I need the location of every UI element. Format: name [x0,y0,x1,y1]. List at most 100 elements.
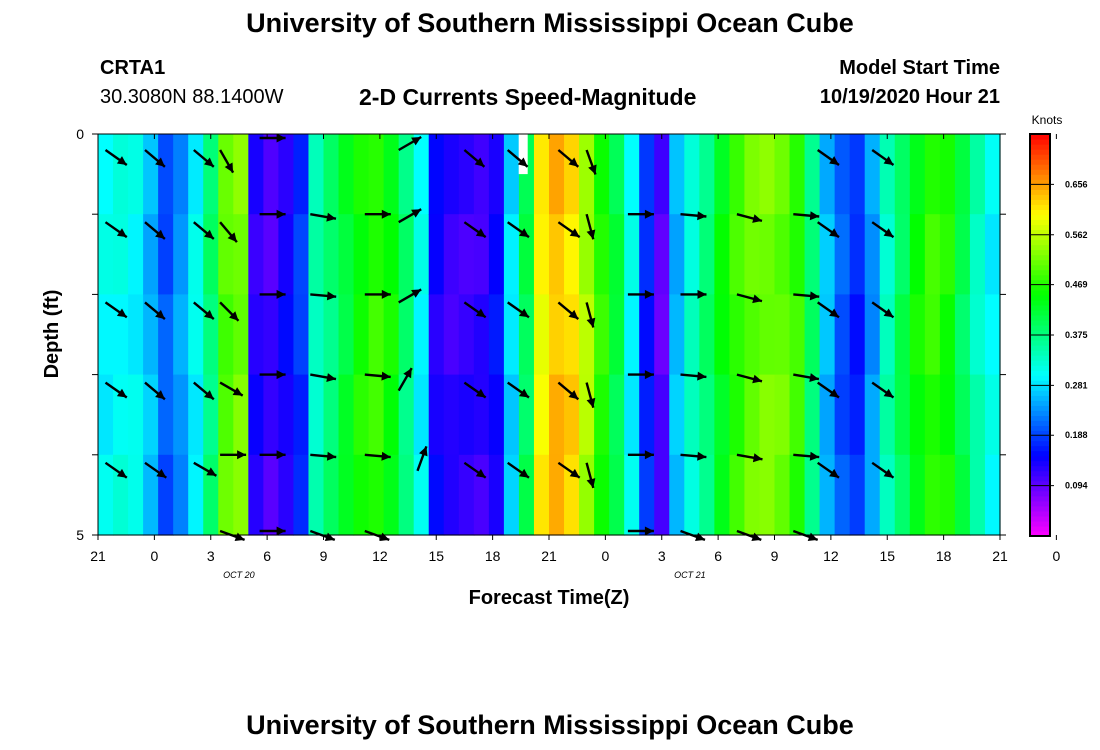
heatmap-cell [759,134,776,215]
heatmap-cell [383,374,400,456]
colorbar-swatch [1030,505,1050,512]
heatmap-cell [909,294,926,376]
heatmap-cell [278,294,295,376]
colorbar-swatch [1030,360,1050,366]
heatmap-cell [398,454,415,536]
current-vector-head [206,467,217,476]
heatmap-cell [624,134,640,215]
current-vector-head [809,451,820,461]
current-vector-head [276,209,286,219]
current-vector-head [519,468,529,478]
heatmap-cell [774,374,791,456]
current-vector [259,370,286,380]
current-vector-head [276,370,286,380]
heatmap-cell [879,214,896,295]
current-vector-head [586,229,596,240]
current-vector [557,301,580,321]
current-vector-head [155,157,165,167]
heatmap-cell [368,214,385,295]
heatmap-cell [473,454,490,536]
heatmap-cell [218,134,234,215]
heatmap-cell [503,134,520,215]
x-tick-label: 15 [428,548,444,564]
x-tick-label: 12 [823,548,839,564]
current-vector [193,461,217,477]
colorbar-tick-label: 0.562 [1065,230,1088,240]
x-tick-label: 18 [485,548,501,564]
heatmap-cell [158,134,174,215]
heatmap-cell [729,134,746,215]
colorbar-swatch [1030,199,1050,205]
page-title: University of Southern Mississippi Ocean… [246,8,854,38]
heatmap-cell [639,214,655,295]
current-vector [627,370,654,380]
current-vector [416,445,428,472]
current-vector-head [474,157,485,167]
current-vector-head [116,156,127,165]
current-vector-head [829,388,839,398]
heatmap-cell [188,134,204,215]
heatmap-cell [609,454,625,536]
heatmap-cell [789,214,806,295]
colorbar-swatch [1030,229,1050,236]
current-vector-head [809,373,819,382]
current-vector [557,461,581,479]
colorbar: 0.094 0.188 0.281 0.375 0.469 0.562 0.656 [1029,133,1088,537]
heatmap-cell [819,134,836,215]
heatmap-cell [368,294,385,376]
heatmap-cell [894,294,911,376]
current-vector-head [155,309,165,320]
x-tick-label: 3 [658,548,666,564]
current-vector [793,451,820,461]
heatmap-cell [263,374,279,456]
current-vector [871,461,895,479]
current-vector-head [475,468,486,478]
colorbar-swatch [1030,279,1050,286]
heatmap-cell [714,294,730,376]
current-vector-head [644,526,654,536]
heatmap-cell [699,374,715,456]
heatmap-cell [939,294,956,376]
heatmap-cell [428,374,445,456]
heatmap-cell [443,374,460,456]
current-vector [506,149,529,168]
heatmap-cell [984,214,1001,295]
colorbar-swatch [1030,515,1050,522]
colorbar-swatch [1030,510,1050,517]
heatmap-cell [233,134,249,215]
current-vector [104,301,128,319]
heatmap-cell [954,454,971,536]
heatmap-cell [849,454,866,536]
current-vector-head [519,308,529,318]
heatmap-cell [173,214,189,295]
heatmap-cell [503,374,520,456]
colorbar-swatch [1030,385,1050,391]
y-tick-label: 5 [76,527,84,543]
current-vector [144,149,166,168]
current-vector [680,371,707,381]
colorbar-swatch [1030,460,1050,467]
heatmap-cell [774,294,791,376]
colorbar-swatch [1030,209,1050,216]
colorbar-swatch [1030,149,1050,155]
heatmap-cell [278,374,295,456]
current-vector-head [519,228,529,238]
current-vector-head [644,289,654,299]
heatmap-cell [353,374,370,456]
heatmap-cell [684,454,700,536]
colorbar-swatch [1030,204,1050,210]
heatmap-cell [533,374,550,456]
colorbar-swatch [1030,420,1050,427]
colorbar-swatch [1030,269,1050,276]
colorbar-tick-label: 0.281 [1065,380,1088,390]
heatmap-cell [699,214,715,295]
current-vector [144,301,166,321]
heatmap-cell [864,454,881,536]
current-vector [310,373,337,382]
colorbar-swatch [1030,219,1050,226]
heatmap-cell [368,454,385,536]
current-vector [680,211,707,221]
colorbar-swatch [1030,194,1050,200]
current-vector [398,288,422,304]
current-vector [259,526,286,536]
